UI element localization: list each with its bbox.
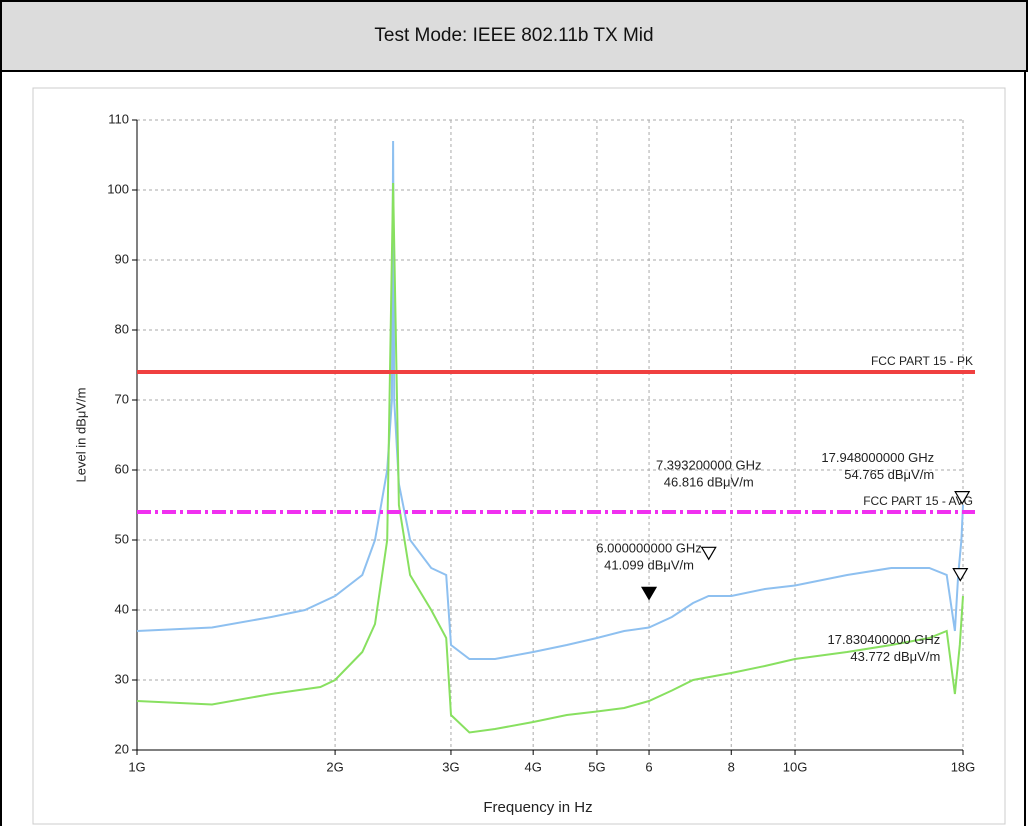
- x-tick-label: 5G: [588, 759, 605, 774]
- y-axis-label: Level in dBμV/m: [73, 388, 88, 483]
- y-tick-label: 110: [108, 111, 129, 126]
- marker-level-label: 41.099 dBμV/m: [604, 558, 694, 573]
- y-tick-label: 20: [115, 741, 129, 756]
- x-tick-label: 6: [645, 759, 652, 774]
- chart-box: [32, 87, 1006, 825]
- x-tick-label: 10G: [783, 759, 808, 774]
- y-tick-label: 80: [115, 321, 129, 336]
- header-title: Test Mode: IEEE 802.11b TX Mid: [0, 0, 1028, 72]
- y-tick-label: 40: [115, 601, 129, 616]
- limit-label: FCC PART 15 - PK: [871, 354, 973, 368]
- marker-freq-label: 7.393200000 GHz: [656, 458, 762, 473]
- marker: [700, 546, 717, 561]
- y-tick-label: 60: [115, 461, 129, 476]
- y-tick-label: 100: [107, 181, 129, 196]
- y-tick-label: 70: [115, 391, 129, 406]
- limit-label: FCC PART 15 - AVG: [863, 494, 973, 508]
- x-axis-label: Frequency in Hz: [483, 799, 592, 816]
- marker-freq-label: 17.948000000 GHz: [821, 450, 934, 465]
- x-tick-label: 3G: [442, 759, 459, 774]
- y-tick-label: 50: [115, 531, 129, 546]
- marker-freq-label: 6.000000000 GHz: [596, 541, 702, 556]
- x-tick-label: 8: [728, 759, 735, 774]
- marker-level-label: 54.765 dBμV/m: [844, 467, 934, 482]
- series-line: [136, 182, 964, 734]
- marker: [952, 567, 969, 582]
- marker: [954, 491, 971, 505]
- x-tick-label: 18G: [951, 759, 976, 774]
- x-tick-label: 2G: [326, 759, 343, 774]
- marker-level-label: 43.772 dBμV/m: [850, 649, 940, 664]
- marker-freq-label: 17.830400000 GHz: [828, 632, 941, 647]
- y-tick-label: 30: [115, 671, 129, 686]
- x-tick-label: 1G: [128, 759, 145, 774]
- series-line: [136, 140, 964, 660]
- y-tick-label: 90: [115, 251, 129, 266]
- marker-level-label: 46.816 dBμV/m: [664, 475, 754, 490]
- x-tick-label: 4G: [524, 759, 541, 774]
- marker: [640, 586, 658, 601]
